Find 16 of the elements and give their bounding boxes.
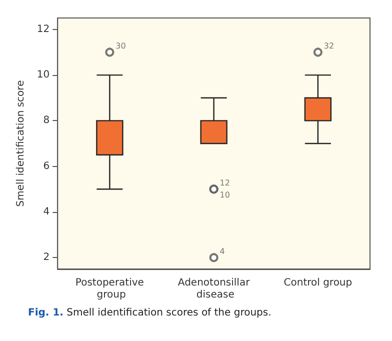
y-axis-title: Smell identification score [16,80,26,207]
annotation: 4 [220,247,225,256]
annotation: 30 [116,42,126,51]
y-tick-label: 12 [36,24,50,35]
x-tick-label: Adenotonsillar disease [178,278,251,300]
x-tick-label: Postoperative group [75,278,144,300]
y-tick-label: 10 [36,70,50,81]
y-tick-label: 6 [43,160,50,172]
caption: Fig. 1. Smell identification scores of the groups. [28,308,272,318]
annotation: 32 [324,42,334,51]
y-tick-label: 8 [43,115,50,126]
annotation: 10 [220,190,230,200]
annotation: 12 [220,178,230,188]
y-tick-label: 4 [43,206,50,218]
x-tick-label: Control group [284,278,352,288]
y-tick-label: 2 [43,252,50,264]
